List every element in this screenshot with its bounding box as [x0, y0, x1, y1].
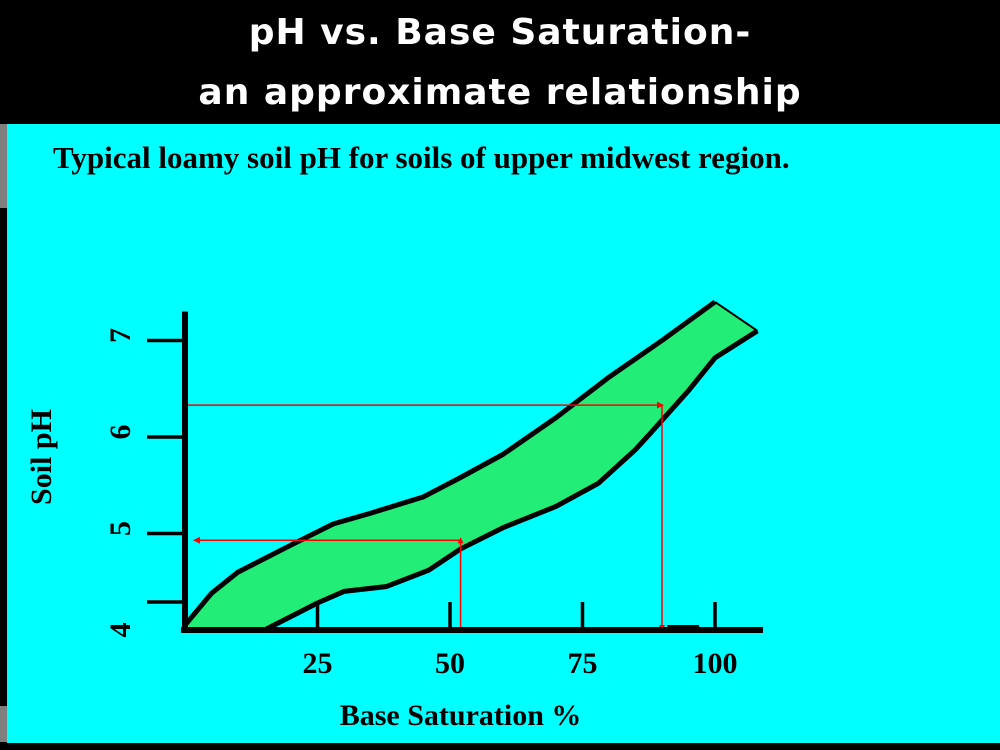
x-axis-title: Base Saturation %	[340, 699, 582, 732]
x-tick-label-100: 100	[693, 647, 738, 680]
chart-title: Typical loamy soil pH for soils of upper…	[53, 140, 790, 175]
chart-panel: Typical loamy soil pH for soils of upper…	[7, 124, 1000, 743]
ph-band-upper-boundary	[183, 299, 717, 627]
ph-band-area	[185, 301, 758, 630]
slide-title-line-1: pH vs. Base Saturation-	[248, 12, 752, 53]
left-edge-strip-top	[0, 124, 7, 208]
guide-arrow-left	[193, 536, 200, 544]
ph-base-saturation-chart: 25 50 75 100 4 5 6 7 Base Saturation % Soil pH	[25, 299, 763, 732]
x-tick-label-25: 25	[303, 647, 333, 680]
x-tick-label-50: 50	[435, 647, 465, 680]
slide-title-line-2: an approximate relationship	[198, 72, 802, 113]
y-tick-label-7: 7	[104, 328, 137, 343]
left-edge-strip-bottom	[0, 706, 7, 742]
y-tick-label-4: 4	[104, 623, 137, 638]
guide-arrow-right	[657, 401, 664, 409]
ph-band-lower-boundary	[263, 328, 759, 633]
y-axis-title: Soil pH	[25, 409, 58, 505]
ph-band-cap	[714, 301, 758, 332]
x-tick-label-75: 75	[568, 647, 598, 680]
slide-title-bar: pH vs. Base Saturation- an approximate r…	[0, 0, 1000, 124]
guide-arrow-up	[457, 537, 464, 544]
y-tick-label-6: 6	[104, 425, 137, 440]
y-tick-label-5: 5	[104, 521, 137, 536]
